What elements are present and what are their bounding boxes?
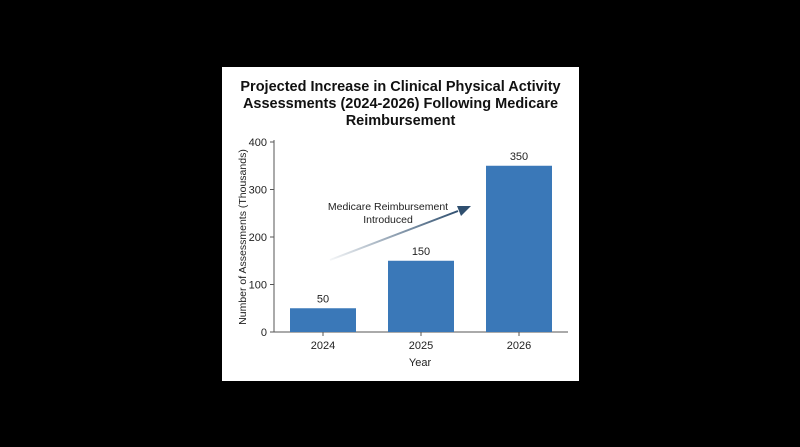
bar-2026 bbox=[486, 165, 552, 332]
bar-2025 bbox=[388, 260, 454, 332]
bar-2024 bbox=[290, 308, 356, 332]
chart-panel: Projected Increase in Clinical Physical … bbox=[222, 67, 579, 381]
chart-title: Projected Increase in Clinical Physical … bbox=[222, 79, 579, 130]
annotation: Medicare Reimbursement Introduced bbox=[328, 201, 471, 261]
y-tick-label: 100 bbox=[249, 280, 267, 292]
y-tick-label: 200 bbox=[249, 232, 267, 244]
data-label-2026: 350 bbox=[510, 151, 528, 163]
y-axis-label: Number of Assessments (Thousands) bbox=[237, 149, 249, 325]
data-label-2024: 50 bbox=[317, 293, 329, 305]
x-tick-label: 2026 bbox=[507, 340, 531, 352]
bar-chart: 0 100 200 300 400 2024 2025 2026 50 150 350 Medic… bbox=[237, 137, 568, 369]
annotation-arrow bbox=[329, 210, 459, 261]
data-labels: 50 150 350 bbox=[317, 151, 528, 306]
axes: 0 100 200 300 400 2024 2025 2026 bbox=[249, 137, 568, 352]
data-label-2025: 150 bbox=[412, 246, 430, 258]
y-tick-label: 300 bbox=[249, 185, 267, 197]
annotation-text-line-1: Medicare Reimbursement bbox=[328, 201, 448, 213]
x-axis-label: Year bbox=[409, 357, 432, 369]
chart-title-line-3: Reimbursement bbox=[345, 113, 456, 129]
x-tick-label: 2024 bbox=[311, 340, 335, 352]
chart-title-line-2: Assessments (2024-2026) Following Medica… bbox=[242, 96, 559, 112]
y-tick-label: 400 bbox=[249, 137, 267, 149]
bars bbox=[290, 165, 552, 332]
chart-title-line-1: Projected Increase in Clinical Physical … bbox=[240, 79, 561, 95]
annotation-arrowhead bbox=[457, 206, 471, 216]
x-tick-label: 2025 bbox=[409, 340, 433, 352]
y-tick-label: 0 bbox=[261, 327, 267, 339]
annotation-text-line-2: Introduced bbox=[363, 214, 413, 226]
